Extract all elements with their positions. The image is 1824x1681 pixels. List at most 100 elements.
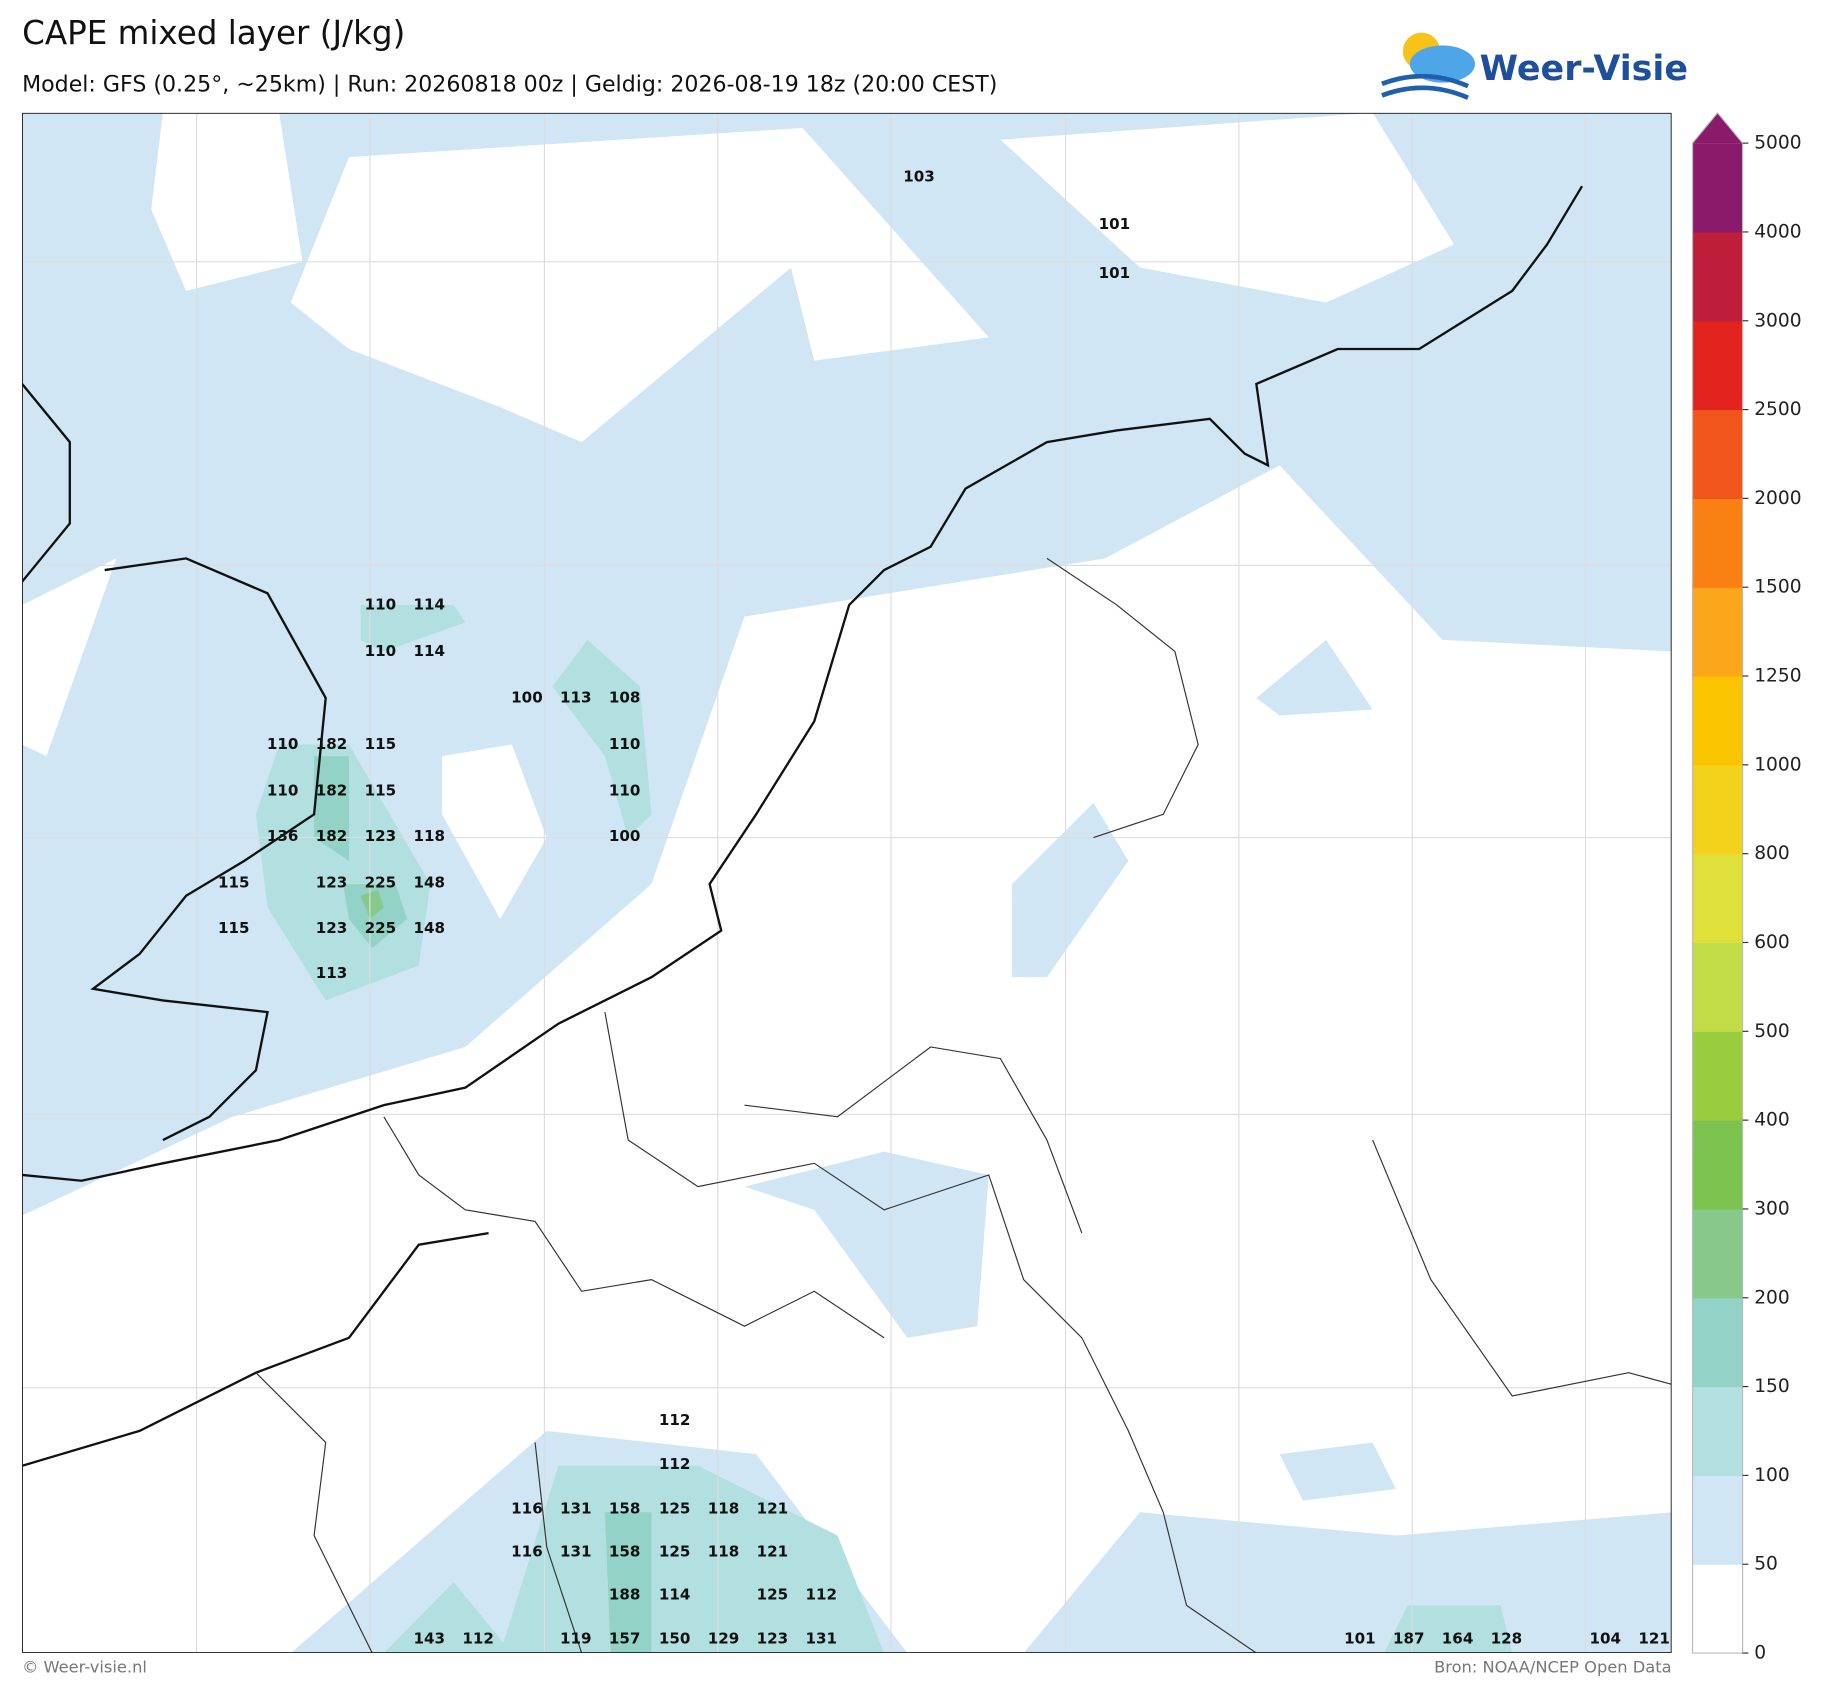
value-label: 100 xyxy=(609,827,641,845)
value-label: 123 xyxy=(365,827,397,845)
value-labels: 103 101 101 110 114 110 114 100 113 108 110 110 100 1… xyxy=(218,167,1670,1647)
value-label: 118 xyxy=(708,1542,740,1560)
value-label: 110 xyxy=(267,782,299,800)
colorbar-tick-label: 4000 xyxy=(1754,221,1801,242)
value-label: 129 xyxy=(708,1630,740,1648)
value-label: 182 xyxy=(316,827,348,845)
value-label: 116 xyxy=(511,1542,543,1560)
value-label: 101 xyxy=(1344,1630,1376,1648)
colorbar-tick-label: 100 xyxy=(1754,1465,1790,1486)
value-label: 110 xyxy=(365,595,397,613)
colorbar-segment xyxy=(1692,1564,1743,1654)
value-label: 110 xyxy=(609,782,641,800)
value-label: 150 xyxy=(659,1630,691,1648)
colorbar-tick-label: 1000 xyxy=(1754,754,1801,775)
value-label: 182 xyxy=(316,782,348,800)
value-label: 123 xyxy=(316,873,348,891)
value-label: 116 xyxy=(511,1499,543,1517)
value-label: 121 xyxy=(1638,1630,1670,1648)
value-label: 114 xyxy=(659,1585,691,1603)
colorbar-segment xyxy=(1692,231,1743,322)
value-label: 148 xyxy=(413,919,445,937)
value-label: 158 xyxy=(609,1542,641,1560)
value-label: 121 xyxy=(757,1542,789,1560)
value-label: 123 xyxy=(316,919,348,937)
value-label: 131 xyxy=(805,1630,837,1648)
value-label: 143 xyxy=(413,1630,445,1648)
value-label: 119 xyxy=(560,1630,592,1648)
borders xyxy=(255,557,1672,1654)
value-label: 125 xyxy=(659,1542,691,1560)
colorbar-segment xyxy=(1692,1386,1743,1476)
map-grid xyxy=(22,112,1672,1654)
colorbar-segment xyxy=(1692,1475,1743,1565)
colorbar-tick-label: 3000 xyxy=(1754,310,1801,331)
colorbar-segment xyxy=(1692,143,1743,233)
colorbar-tick-label: 2000 xyxy=(1754,488,1801,509)
value-label: 100 xyxy=(511,689,543,707)
value-label: 188 xyxy=(609,1585,641,1603)
value-label: 110 xyxy=(267,735,299,753)
value-label: 101 xyxy=(1099,264,1131,282)
colorbar-segment xyxy=(1692,1120,1743,1210)
value-label: 182 xyxy=(316,735,348,753)
title: CAPE mixed layer (J/kg) xyxy=(22,14,405,52)
colorbar-segment xyxy=(1692,676,1743,766)
colorbar-segment xyxy=(1692,1031,1743,1121)
colorbar-tick-label: 5000 xyxy=(1754,133,1801,154)
value-label: 112 xyxy=(659,1411,691,1429)
colorbar-segment xyxy=(1692,409,1743,499)
map: 103 101 101 110 114 110 114 100 113 108 110 110 100 1… xyxy=(22,112,1672,1654)
logo: Weer-Visie xyxy=(1381,32,1688,100)
value-label: 110 xyxy=(365,642,397,660)
colorbar-segment xyxy=(1692,498,1743,588)
subtitle: Model: GFS (0.25°, ~25km) | Run: 2026081… xyxy=(22,71,997,97)
value-label: 157 xyxy=(609,1630,641,1648)
colorbar-segment xyxy=(1692,587,1743,677)
value-label: 187 xyxy=(1393,1630,1425,1648)
colorbar: 0 50 100 150 200 300 400 500 600 800 1000 1250 1500 2… xyxy=(1691,111,1802,1664)
value-label: 118 xyxy=(413,827,445,845)
value-label: 114 xyxy=(413,642,445,660)
colorbar-tick-label: 150 xyxy=(1754,1376,1790,1397)
colorbar-segment xyxy=(1692,1208,1743,1299)
value-label: 225 xyxy=(365,873,397,891)
value-label: 110 xyxy=(609,735,641,753)
colorbar-tick-label: 2500 xyxy=(1754,399,1801,420)
colorbar-extend xyxy=(1692,112,1743,144)
value-label: 125 xyxy=(659,1499,691,1517)
colorbar-segment xyxy=(1692,764,1743,855)
colorbar-segment xyxy=(1692,320,1743,411)
value-label: 104 xyxy=(1590,1630,1622,1648)
value-label: 114 xyxy=(413,595,445,613)
value-label: 128 xyxy=(1491,1630,1523,1648)
value-label: 103 xyxy=(903,167,935,185)
colorbar-tick-label: 1250 xyxy=(1754,666,1801,687)
colorbar-tick-label: 1500 xyxy=(1754,577,1801,598)
value-label: 113 xyxy=(316,964,348,982)
value-label: 115 xyxy=(218,919,250,937)
value-label: 118 xyxy=(708,1499,740,1517)
value-label: 112 xyxy=(462,1630,494,1648)
value-label: 148 xyxy=(413,873,445,891)
value-label: 108 xyxy=(609,689,641,707)
value-label: 121 xyxy=(757,1499,789,1517)
value-label: 112 xyxy=(805,1585,837,1603)
value-label: 113 xyxy=(560,689,592,707)
value-label: 158 xyxy=(609,1499,641,1517)
colorbar-tick-label: 300 xyxy=(1754,1198,1790,1219)
value-label: 164 xyxy=(1442,1630,1474,1648)
colorbar-tick-label: 0 xyxy=(1754,1643,1766,1664)
value-label: 125 xyxy=(757,1585,789,1603)
value-label: 115 xyxy=(365,782,397,800)
value-label: 112 xyxy=(659,1455,691,1473)
value-label: 115 xyxy=(365,735,397,753)
logo-text: Weer-Visie xyxy=(1480,49,1688,89)
value-label: 115 xyxy=(218,873,250,891)
colorbar-tick-label: 800 xyxy=(1754,843,1790,864)
colorbar-tick-label: 400 xyxy=(1754,1110,1790,1131)
value-label: 225 xyxy=(365,919,397,937)
colorbar-segment xyxy=(1692,853,1743,944)
footer-left: © Weer-visie.nl xyxy=(22,1658,147,1677)
